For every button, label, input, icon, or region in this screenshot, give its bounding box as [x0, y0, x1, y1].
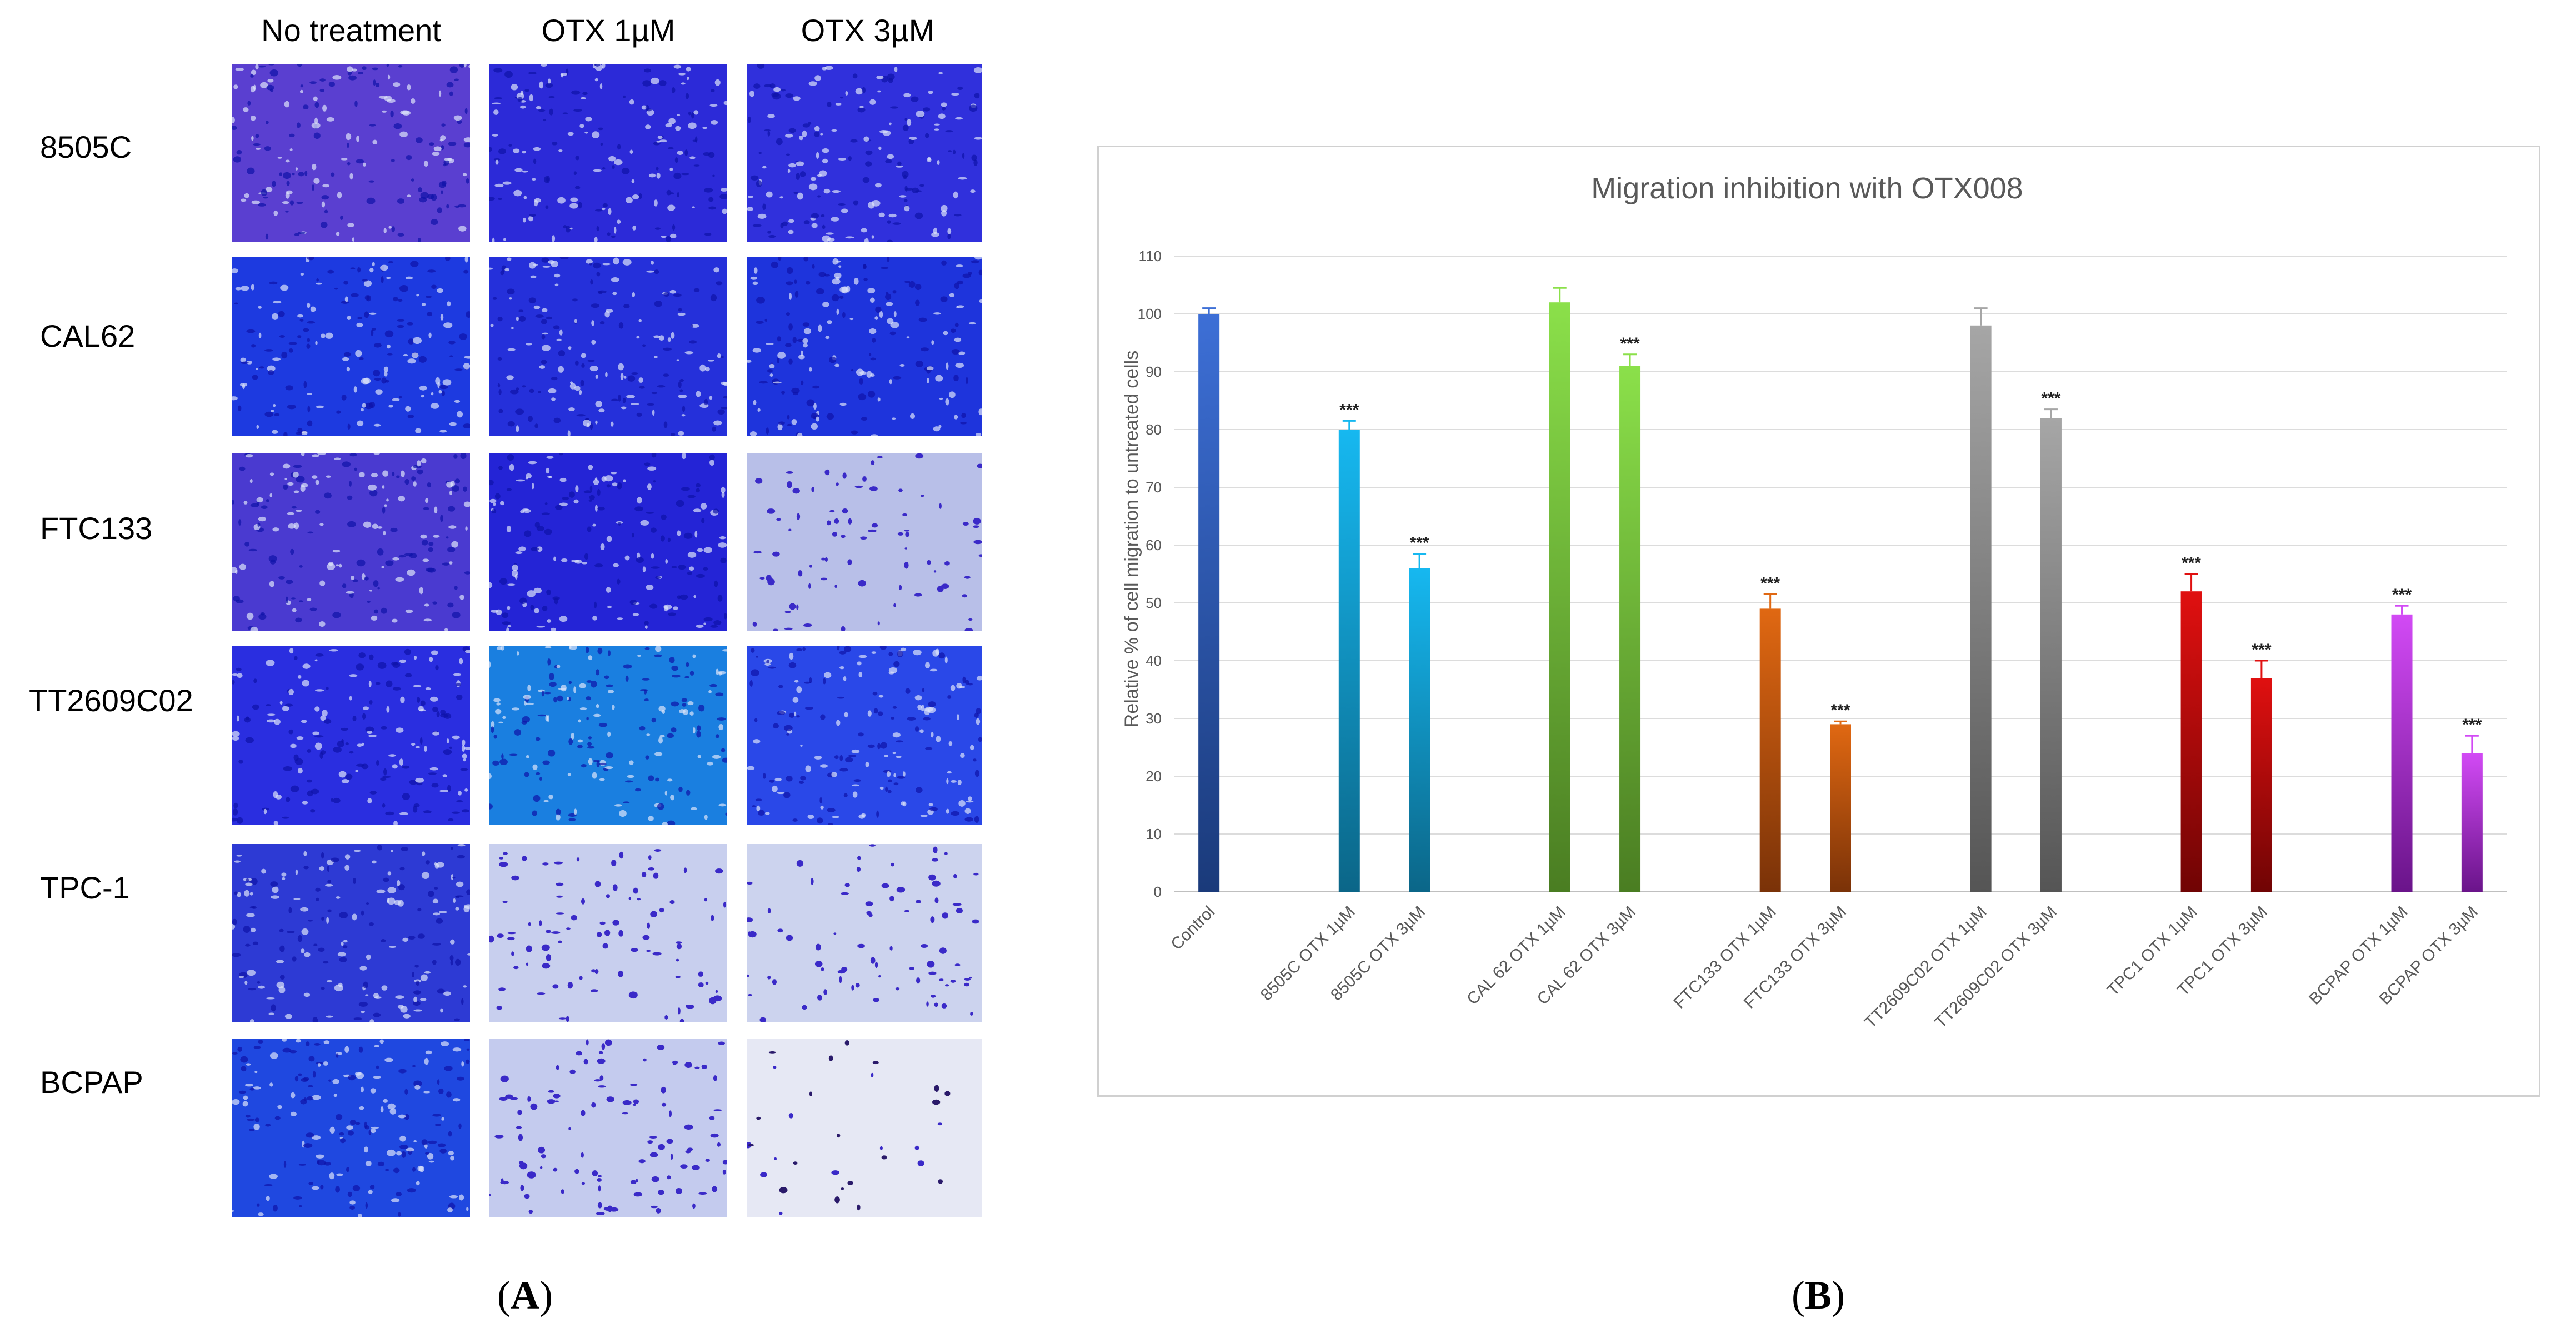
micrograph-ftc133-otx-3um [747, 453, 982, 631]
row-label-ftc133: FTC133 [40, 511, 153, 546]
column-header-otx-1um: OTX 1µM [541, 13, 676, 48]
bar [1338, 430, 1360, 892]
bar [1830, 724, 1851, 892]
micrograph-ftc133-no-treatment [232, 453, 470, 631]
y-tick-label: 50 [1146, 595, 1162, 611]
significance-marker: *** [2041, 390, 2060, 408]
micrograph-cal62-otx-3um [747, 257, 982, 436]
panel-a-caption: (A) [497, 1273, 553, 1317]
bar [1409, 568, 1430, 892]
bar [2180, 591, 2202, 892]
bar [2391, 614, 2413, 892]
row-label-cal62: CAL62 [40, 318, 136, 353]
micrograph-cal62-otx-1um [489, 257, 727, 436]
micrograph-tt2609c02-otx-1um [489, 646, 727, 825]
y-tick-label: 100 [1138, 306, 1162, 322]
y-tick-label: 10 [1146, 826, 1162, 842]
row-label-tpc-1: TPC-1 [40, 870, 130, 905]
micrograph-8505c-otx-1um [489, 64, 727, 242]
micrograph-8505c-no-treatment [232, 64, 470, 242]
significance-marker: *** [1760, 574, 1780, 592]
micrograph-tt2609c02-no-treatment [232, 646, 470, 825]
micrograph-tpc-1-otx-1um [489, 844, 727, 1022]
panel-b-chart: Migration inhibition with OTX008 Relativ… [1097, 146, 2540, 1097]
y-tick-label: 110 [1139, 248, 1162, 264]
x-tick-label: Control [1167, 903, 1218, 954]
column-header-no-treatment: No treatment [261, 13, 441, 48]
significance-marker: *** [2252, 641, 2271, 659]
significance-marker: *** [1410, 534, 1429, 552]
significance-marker: *** [2392, 586, 2412, 604]
x-tick-label: TT2609C02 OTX 1µM [1861, 903, 1990, 1032]
significance-marker: *** [1339, 401, 1359, 419]
bar [1970, 325, 1992, 892]
significance-marker: *** [1830, 701, 1850, 720]
bars: *** *** *** *** *** *** *** *** *** *** [1198, 287, 2483, 892]
panel-b-caption: (B) [1792, 1273, 1845, 1317]
row-label-tt2609c02: TT2609C02 [29, 683, 193, 718]
x-tick-label: TT2609C02 OTX 3µM [1931, 903, 2060, 1032]
bar [1198, 314, 1220, 892]
bar [2461, 753, 2483, 892]
column-header-otx-3um: OTX 3µM [801, 13, 935, 48]
y-tick-label: 80 [1146, 421, 1162, 438]
micrograph-tpc-1-no-treatment [232, 844, 470, 1022]
micrograph-8505c-otx-3um [747, 64, 982, 242]
bar-chart: Migration inhibition with OTX008 Relativ… [1121, 172, 2507, 1032]
bar [1759, 608, 1781, 892]
row-label-bcpap: BCPAP [40, 1065, 143, 1100]
chart-title: Migration inhibition with OTX008 [1591, 172, 2023, 205]
y-tick-label: 0 [1154, 883, 1162, 900]
y-tick-label: 60 [1146, 537, 1162, 553]
significance-marker: *** [1620, 334, 1640, 353]
bar [2040, 418, 2062, 892]
significance-marker: *** [2462, 716, 2482, 734]
micrograph-tpc-1-otx-3um [747, 844, 982, 1022]
micrograph-bcpap-otx-3um [747, 1039, 982, 1217]
significance-marker: *** [2182, 554, 2201, 572]
micrograph-cal62-no-treatment [232, 257, 470, 436]
bar [1619, 366, 1641, 892]
y-axis-label: Relative % of cell migration to untreate… [1121, 351, 1142, 727]
micrograph-tt2609c02-otx-3um [747, 646, 982, 825]
y-tick-label: 30 [1146, 710, 1162, 727]
micrograph-ftc133-otx-1um [489, 453, 727, 631]
micrograph-bcpap-no-treatment [232, 1039, 470, 1217]
bar [2250, 678, 2272, 892]
y-tick-label: 90 [1146, 363, 1162, 380]
y-tick-label: 40 [1146, 652, 1162, 669]
y-tick-label: 20 [1146, 768, 1162, 785]
bar [1549, 302, 1570, 892]
micrograph-bcpap-otx-1um [489, 1039, 727, 1217]
row-label-8505c: 8505C [40, 129, 132, 164]
y-tick-label: 70 [1146, 479, 1162, 496]
